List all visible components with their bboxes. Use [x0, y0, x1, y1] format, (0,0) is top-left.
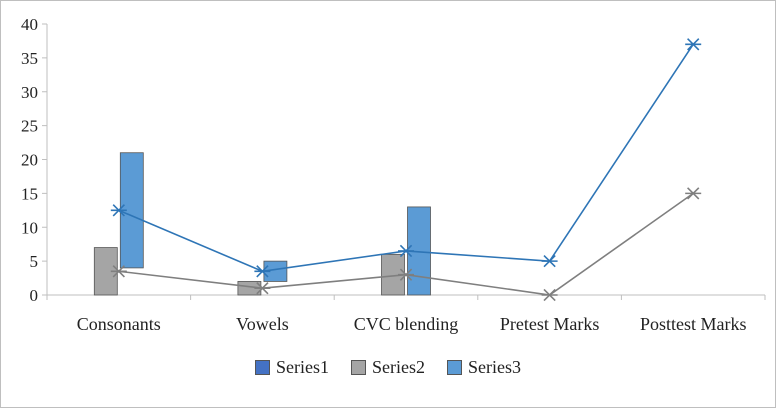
marker-series3-1: [254, 265, 271, 278]
y-tick-label: 15: [21, 184, 38, 203]
legend-swatch: [255, 360, 270, 375]
y-tick-label: 35: [21, 49, 38, 68]
legend-label: Series3: [468, 357, 521, 377]
marker-series2-1: [254, 282, 271, 295]
y-tick-label: 40: [21, 15, 38, 34]
legend-item-series1: Series1: [255, 357, 329, 378]
x-tick-label: Posttest Marks: [640, 314, 747, 334]
marker-series3-0: [110, 204, 127, 217]
marker-series2-3: [541, 288, 558, 302]
legend-item-series3: Series3: [447, 357, 521, 378]
x-tick-label: CVC blending: [354, 314, 459, 334]
line-series2: [118, 192, 694, 296]
marker-series2-2: [398, 268, 414, 281]
y-tick-label: 0: [30, 286, 39, 305]
legend-item-series2: Series2: [351, 357, 425, 378]
y-tick-label: 25: [21, 117, 38, 136]
legend-swatch: [351, 360, 366, 375]
marker-series3-4: [685, 38, 702, 51]
x-tick-label: Vowels: [236, 314, 289, 334]
marker-series3-2: [398, 244, 414, 258]
chart-svg: 0 5 10 15 20 25 30 35 40 Consonants Vowels CVC blen…: [21, 15, 766, 334]
legend: Series1 Series2 Series3: [0, 357, 776, 378]
y-tick-label: 30: [21, 83, 38, 102]
y-tick-label: 5: [30, 252, 39, 271]
legend-swatch: [447, 360, 462, 375]
legend-label: Series1: [276, 357, 329, 377]
x-tick-label: Consonants: [77, 314, 161, 334]
marker-series2-4: [685, 187, 702, 200]
marker-series3-3: [541, 254, 558, 268]
x-tick-label: Pretest Marks: [500, 314, 599, 334]
legend-label: Series2: [372, 357, 425, 377]
marker-series2-0: [110, 265, 127, 278]
y-tick-label: 10: [21, 218, 38, 237]
line-series3: [118, 43, 694, 273]
y-tick-label: 20: [21, 151, 38, 170]
